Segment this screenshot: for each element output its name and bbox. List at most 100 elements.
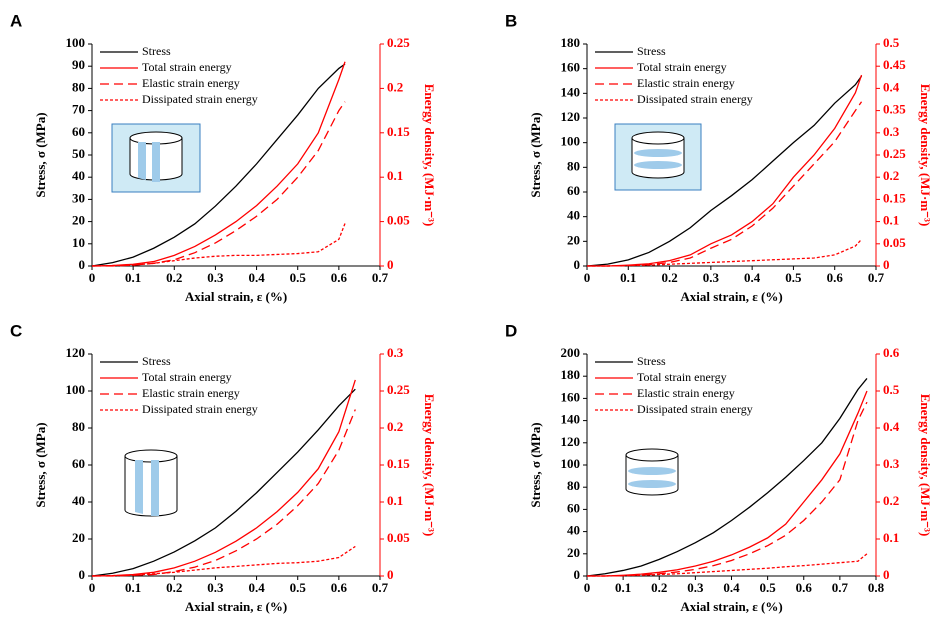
x-tick-label: 0 [89, 270, 96, 285]
x-axis-label: Axial strain, ε (%) [185, 289, 287, 304]
legend-label: Total strain energy [637, 370, 727, 384]
y2-tick-label: 0 [387, 257, 394, 272]
y-tick-label: 80 [567, 158, 580, 173]
y2-tick-label: 0.45 [883, 57, 906, 72]
y2-tick-label: 0.3 [883, 456, 900, 471]
y-tick-label: 60 [567, 500, 580, 515]
y-tick-label: 0 [574, 567, 581, 582]
legend-label: Elastic strain energy [142, 76, 240, 90]
y2-tick-label: 0.1 [883, 530, 899, 545]
y2-tick-label: 0.35 [883, 102, 906, 117]
series-line [91, 379, 356, 577]
y-tick-label: 50 [72, 146, 85, 161]
x-tick-label: 0 [584, 580, 591, 595]
legend-label: Dissipated strain energy [142, 92, 258, 106]
y-tick-label: 40 [72, 168, 85, 183]
y2-axis-label: Energy density, (MJ·m⁻³) [918, 84, 933, 227]
x-tick-label: 0.8 [868, 580, 885, 595]
specimen-icon [111, 123, 201, 193]
legend-label: Stress [637, 354, 666, 368]
y-tick-label: 180 [561, 367, 581, 382]
x-tick-label: 0.5 [760, 580, 777, 595]
y2-tick-label: 0.25 [883, 146, 906, 161]
y2-tick-label: 0.2 [883, 493, 899, 508]
x-tick-label: 0.3 [703, 270, 720, 285]
series-line [91, 223, 346, 267]
legend-label: Elastic strain energy [637, 76, 735, 90]
y-tick-label: 160 [561, 60, 581, 75]
y-tick-label: 30 [72, 190, 85, 205]
y-tick-label: 0 [79, 257, 86, 272]
y-tick-label: 40 [72, 493, 85, 508]
series-line [586, 378, 868, 577]
x-tick-label: 0.5 [785, 270, 802, 285]
y2-tick-label: 0.5 [883, 382, 900, 397]
y-tick-label: 100 [66, 35, 86, 50]
y2-tick-label: 0.2 [387, 419, 403, 434]
x-tick-label: 0.2 [661, 270, 677, 285]
specimen-icon [124, 449, 178, 517]
y2-tick-label: 0.4 [883, 419, 900, 434]
y-tick-label: 40 [567, 523, 580, 538]
y2-tick-label: 0 [883, 257, 890, 272]
x-tick-label: 0.3 [207, 580, 224, 595]
legend-label: Total strain energy [142, 370, 232, 384]
y-tick-label: 120 [66, 345, 86, 360]
y2-tick-label: 0.25 [387, 382, 410, 397]
x-tick-label: 0 [584, 270, 591, 285]
panel-label: C [10, 321, 22, 340]
y-tick-label: 90 [72, 57, 85, 72]
x-tick-label: 0.3 [687, 580, 704, 595]
x-tick-label: 0.1 [125, 580, 141, 595]
x-tick-label: 0.2 [651, 580, 667, 595]
y-tick-label: 140 [561, 412, 581, 427]
y2-tick-label: 0.4 [883, 79, 900, 94]
y2-tick-label: 0.1 [387, 168, 403, 183]
y2-tick-label: 0.05 [883, 235, 906, 250]
panel-label: B [505, 11, 517, 30]
y2-tick-label: 0.3 [387, 345, 404, 360]
panel-label: A [10, 11, 22, 30]
series-line [587, 553, 868, 577]
series-line [587, 401, 868, 577]
x-axis-label: Axial strain, ε (%) [185, 599, 287, 614]
y2-tick-label: 0.15 [387, 124, 410, 139]
x-tick-label: 0.7 [372, 270, 389, 285]
y2-tick-label: 0.6 [883, 345, 900, 360]
y-tick-label: 20 [72, 213, 85, 228]
legend-label: Dissipated strain energy [637, 92, 753, 106]
y-tick-label: 160 [561, 389, 581, 404]
legend-label: Elastic strain energy [142, 386, 240, 400]
x-tick-label: 0.1 [125, 270, 141, 285]
series-line [92, 409, 356, 577]
x-tick-label: 0.4 [744, 270, 761, 285]
x-tick-label: 0.2 [166, 580, 182, 595]
y2-tick-label: 0.05 [387, 213, 410, 228]
y2-axis-label: Energy density, (MJ·m⁻³) [422, 394, 437, 537]
x-tick-label: 0 [89, 580, 96, 595]
y-tick-label: 60 [567, 183, 580, 198]
y-tick-label: 70 [72, 102, 85, 117]
series-line [92, 101, 346, 267]
x-tick-label: 0.5 [290, 580, 307, 595]
y-tick-label: 80 [72, 79, 85, 94]
y2-tick-label: 0.2 [387, 79, 403, 94]
x-tick-label: 0.3 [207, 270, 224, 285]
series-line [91, 388, 356, 577]
x-tick-label: 0.1 [620, 270, 636, 285]
x-tick-label: 0.7 [868, 270, 885, 285]
y2-tick-label: 0.05 [387, 530, 410, 545]
y-tick-label: 80 [72, 419, 85, 434]
y2-tick-label: 0.15 [883, 190, 906, 205]
y-axis-label: Stress, σ (MPa) [33, 422, 48, 507]
specimen-icon [614, 123, 702, 191]
x-tick-label: 0.6 [331, 270, 348, 285]
y2-tick-label: 0 [387, 567, 394, 582]
y-tick-label: 120 [561, 434, 581, 449]
y-tick-label: 0 [574, 257, 581, 272]
legend-label: Elastic strain energy [637, 386, 735, 400]
x-tick-label: 0.4 [248, 270, 265, 285]
series-line [91, 545, 356, 577]
legend-label: Dissipated strain energy [637, 402, 753, 416]
